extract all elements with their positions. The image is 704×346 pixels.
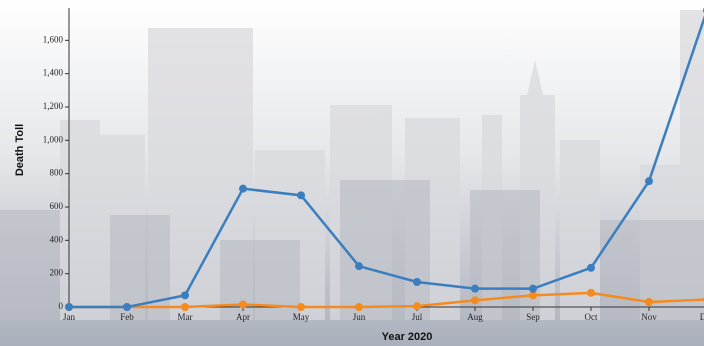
data-point: [413, 278, 421, 286]
data-point: [297, 303, 305, 311]
x-tick-label: Feb: [120, 312, 134, 322]
data-point: [65, 303, 73, 311]
data-point: [123, 303, 131, 311]
x-tick-label: Jun: [353, 312, 366, 322]
data-point: [413, 302, 421, 311]
series-line: [69, 15, 704, 309]
x-tick-label: Sep: [526, 312, 540, 322]
data-point: [645, 298, 653, 306]
data-point: [529, 284, 537, 293]
y-tick-label: 1,600: [43, 34, 64, 44]
data-point: [181, 303, 189, 311]
x-axis-title: Year 2020: [382, 331, 433, 343]
x-tick-label: Dec: [700, 312, 704, 322]
data-point: [297, 191, 305, 200]
x-tick-label: Aug: [467, 312, 483, 322]
data-point: [355, 262, 363, 271]
y-tick-label: 200: [50, 268, 64, 278]
x-tick-label: May: [293, 312, 310, 322]
data-point: [587, 263, 595, 272]
data-point: [529, 291, 537, 300]
series-line: [69, 291, 704, 309]
y-tick-label: 400: [50, 234, 64, 244]
data-point: [239, 300, 247, 309]
data-point: [645, 177, 653, 186]
y-tick-label: 1,000: [43, 134, 64, 144]
data-point: [181, 291, 189, 300]
x-tick-label: Jul: [412, 312, 423, 322]
data-point: [471, 296, 479, 305]
x-tick-label: Oct: [585, 312, 598, 322]
y-tick-label: 600: [50, 201, 64, 211]
y-axis-title: Death Toll: [14, 124, 26, 176]
x-tick-label: Nov: [641, 312, 657, 322]
y-tick-label: 0: [59, 301, 64, 311]
data-point: [355, 303, 363, 311]
data-point: [587, 288, 595, 297]
y-tick-label: 1,400: [43, 68, 64, 78]
x-tick-label: Jan: [63, 312, 75, 322]
x-tick-label: Apr: [236, 312, 250, 322]
y-tick-label: 800: [50, 168, 64, 178]
y-tick-label: 1,200: [43, 101, 64, 111]
data-point: [471, 284, 479, 293]
data-point: [239, 184, 247, 193]
x-tick-label: Mar: [178, 312, 193, 322]
